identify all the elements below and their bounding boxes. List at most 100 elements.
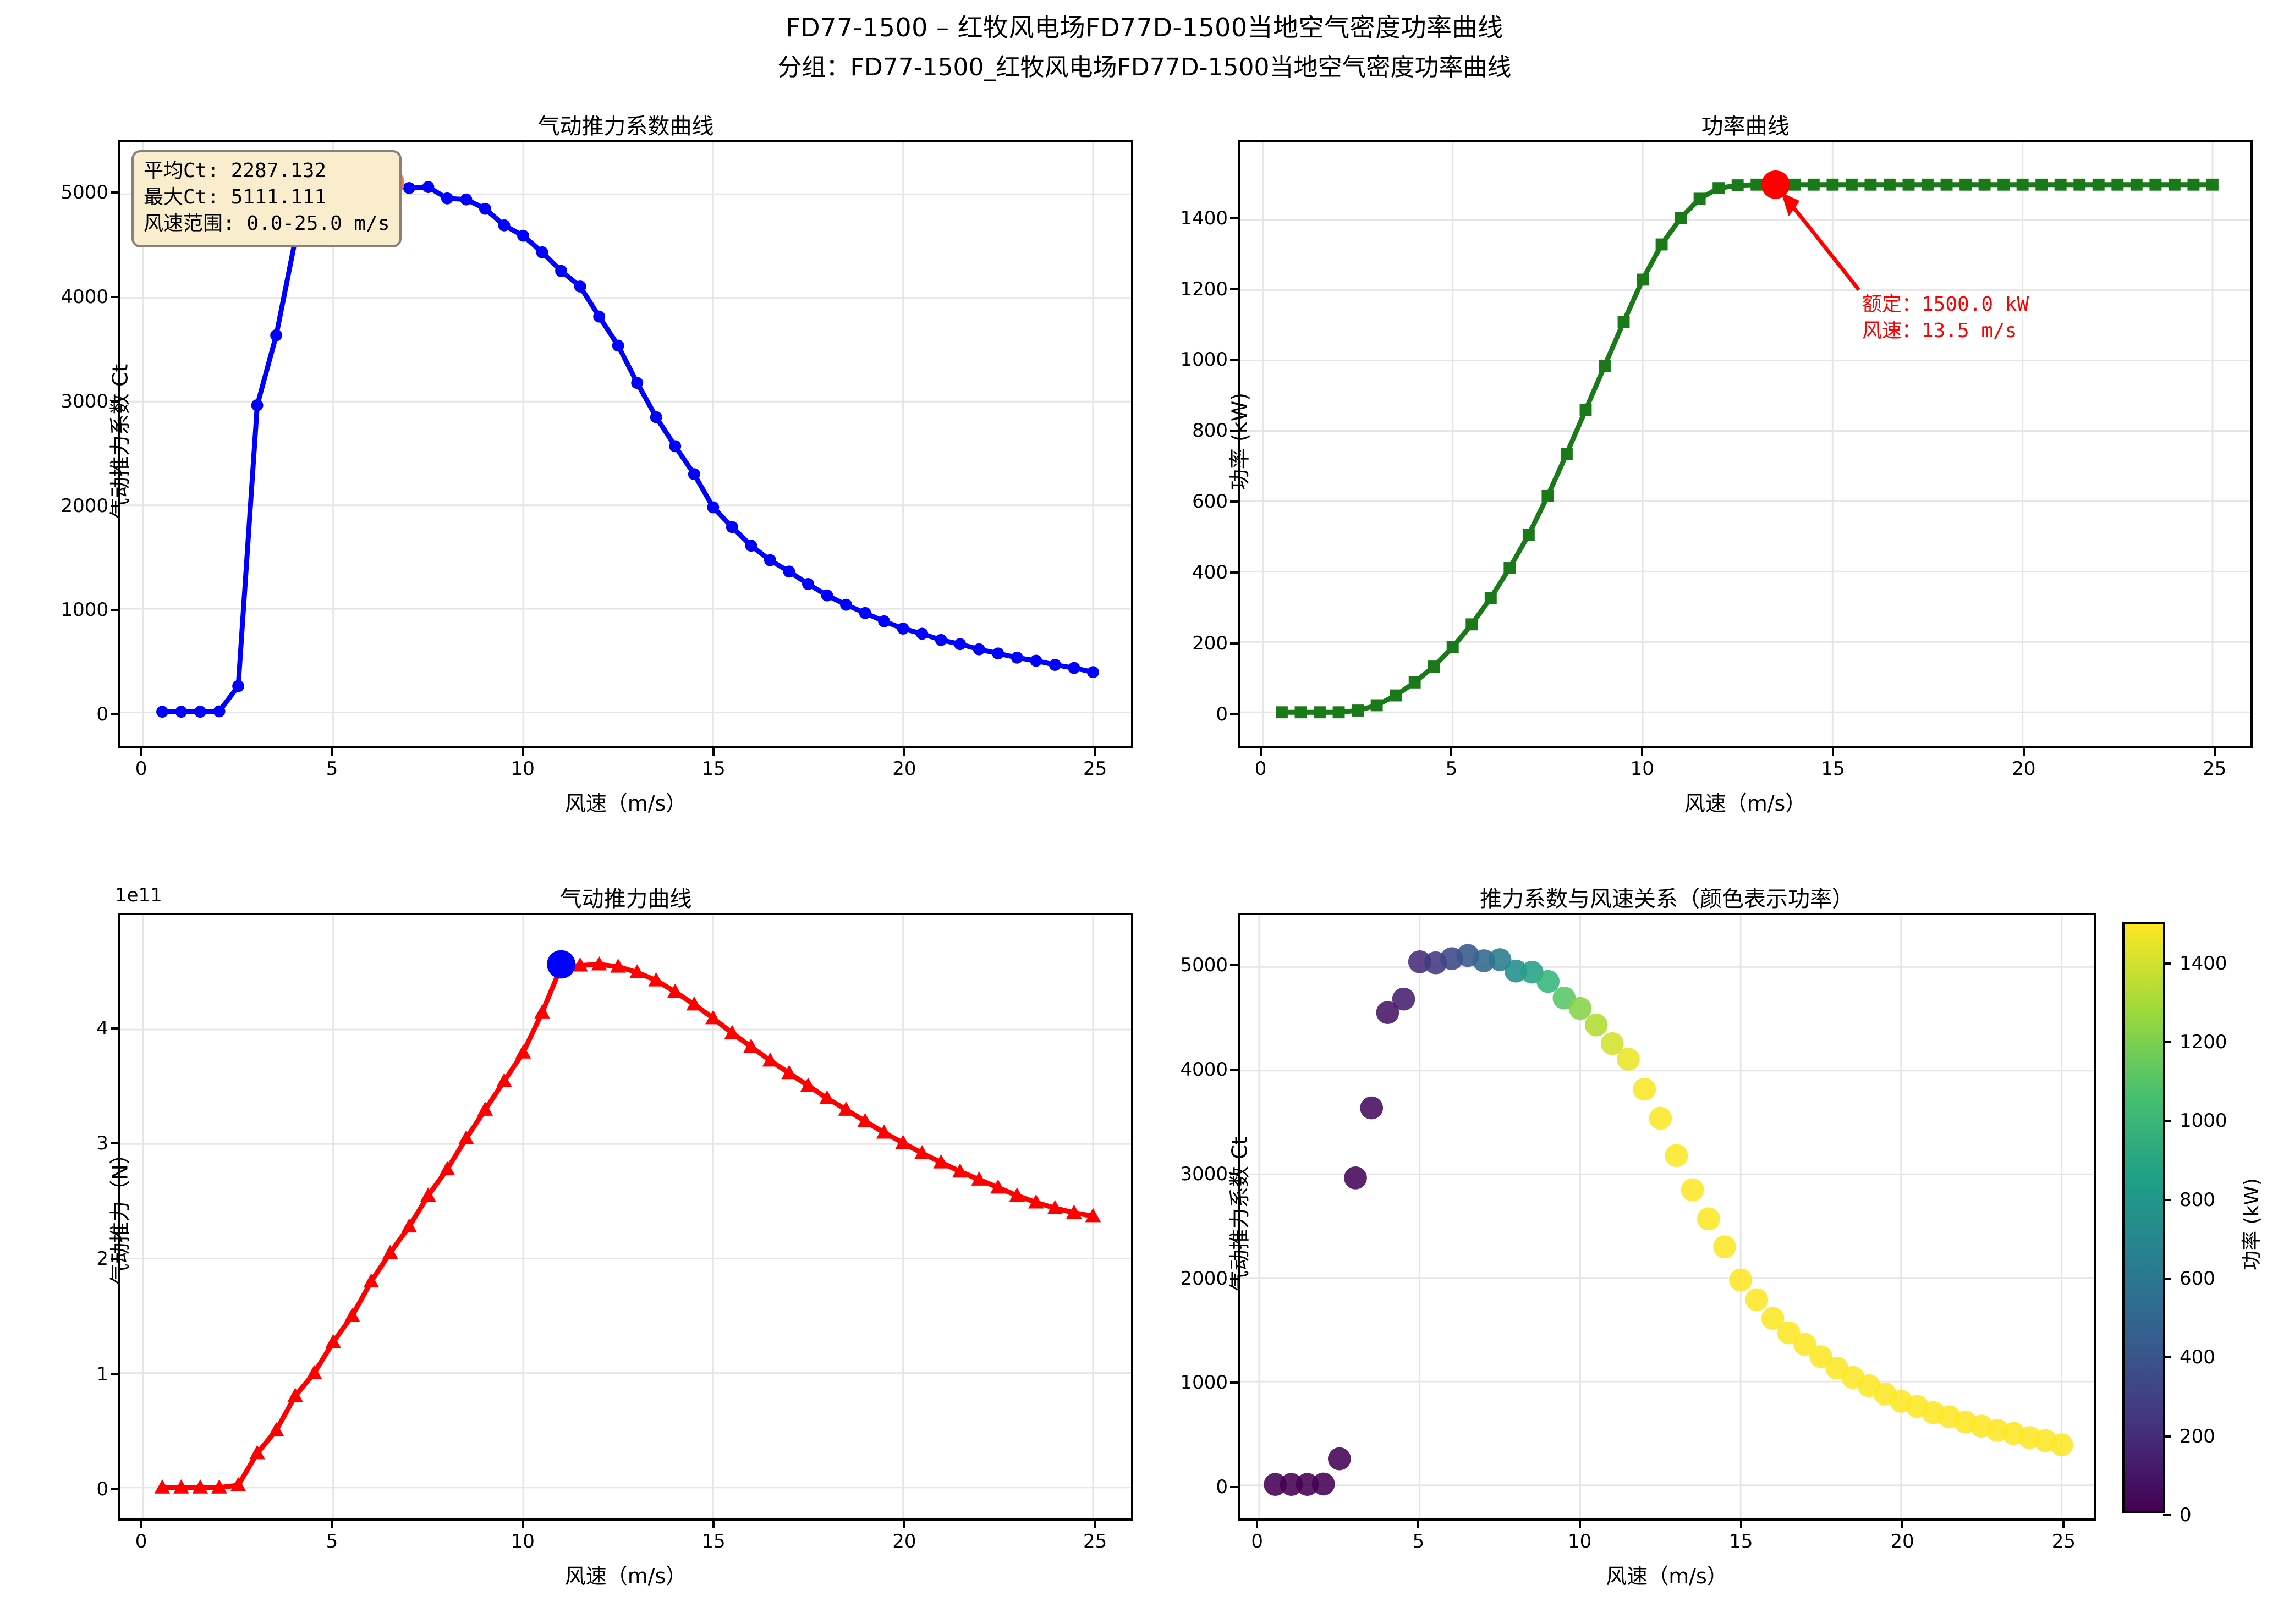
y-tick-label: 1200	[1180, 278, 1228, 300]
x-tickmark	[140, 748, 142, 756]
y-tickmark	[1230, 571, 1238, 574]
thrust-curve-xlabel: 风速（m/s）	[564, 1564, 687, 1588]
power-curve-ylabel: 功率 (kW)	[1227, 392, 1252, 491]
x-tickmark	[1901, 1521, 1904, 1528]
x-tick-label: 0	[135, 1531, 147, 1553]
colorbar-tick-label: 1000	[2180, 1110, 2227, 1132]
x-tick-label: 5	[1412, 1531, 1425, 1553]
y-tick-label: 0	[1216, 1476, 1228, 1499]
x-tickmark	[1256, 1521, 1259, 1528]
x-tickmark	[1578, 1521, 1581, 1528]
colorbar-tick-label: 0	[2180, 1504, 2192, 1526]
x-tick-label: 10	[1630, 758, 1654, 780]
y-tickmark	[1230, 359, 1238, 361]
panel-ct-curve: 气动推力系数曲线 0 5 10 15 20 25 0 1000 2000 3000 4000 5000…	[61, 114, 1133, 816]
colorbar-tick-label: 800	[2180, 1188, 2215, 1211]
ct-annotation-range: 风速范围: 0.0-25.0 m/s	[144, 212, 390, 235]
y-tickmark	[111, 609, 118, 612]
x-tick-label: 15	[701, 758, 726, 780]
y-tickmark	[111, 1488, 118, 1491]
x-tickmark	[1450, 748, 1453, 756]
colorbar-tickmark	[2163, 1278, 2171, 1280]
x-tick-label: 0	[1254, 758, 1267, 780]
thrust-curve-svg	[120, 915, 1131, 1518]
figure-subtitle: 分组：FD77-1500_红牧风电场FD77D-1500当地空气密度功率曲线	[777, 53, 1512, 81]
y-tick-label: 4000	[1180, 1058, 1228, 1081]
y-tick-label: 0	[96, 1478, 108, 1501]
y-tickmark	[1230, 1486, 1238, 1489]
x-tick-label: 15	[701, 1531, 726, 1553]
colorbar-tickmark	[2163, 1041, 2171, 1043]
x-tick-label: 0	[1251, 1531, 1264, 1553]
x-tick-label: 10	[511, 758, 535, 780]
ct-curve-xlabel: 风速（m/s）	[564, 791, 687, 816]
thrust-curve-plot-area[interactable]	[118, 913, 1133, 1521]
x-tickmark	[2062, 1521, 2065, 1528]
x-tickmark	[1739, 1521, 1742, 1528]
colorbar-tick-label: 1200	[2180, 1031, 2227, 1053]
x-tickmark	[1094, 1521, 1096, 1528]
y-tick-label: 5000	[1180, 954, 1228, 976]
x-tickmark	[331, 1521, 333, 1528]
y-tick-label: 1000	[61, 599, 108, 621]
x-tickmark	[1259, 748, 1262, 756]
ct-scatter-svg	[1240, 915, 2094, 1518]
x-tick-label: 25	[1083, 758, 1107, 780]
panel-ct-scatter-title: 推力系数与风速关系（颜色表示功率）	[1480, 887, 1854, 912]
y-tick-label: 0	[96, 703, 108, 726]
y-tickmark	[1230, 1068, 1238, 1071]
y-tickmark	[1230, 1172, 1238, 1175]
y-tickmark	[1230, 288, 1238, 290]
x-tick-label: 5	[326, 1531, 338, 1553]
y-tick-label: 200	[1192, 632, 1228, 654]
colorbar-tick-label: 400	[2180, 1346, 2215, 1369]
x-tickmark	[522, 748, 524, 756]
y-tickmark	[1230, 1381, 1238, 1384]
x-tickmark	[2213, 748, 2216, 756]
x-tick-label: 20	[892, 1531, 916, 1553]
rated-speed-text: 风速：13.5 m/s	[1862, 320, 2017, 343]
y-tickmark	[1230, 430, 1238, 432]
y-tickmark	[111, 1142, 118, 1145]
colorbar-tick-label: 600	[2180, 1268, 2215, 1290]
x-tick-label: 20	[1890, 1531, 1914, 1553]
y-tick-label: 1400	[1180, 207, 1228, 229]
y-tick-label: 4000	[61, 285, 108, 308]
power-curve-plot-area[interactable]	[1238, 140, 2253, 748]
ct-scatter-plot-area[interactable]	[1238, 913, 2096, 1521]
colorbar-tickmark	[2163, 1435, 2171, 1438]
x-tickmark	[522, 1521, 524, 1528]
y-tick-label: 2	[96, 1248, 108, 1270]
ct-curve-annotation-box: 平均Ct: 2287.132 最大Ct: 5111.111 风速范围: 0.0-…	[131, 150, 402, 247]
panel-thrust-curve-title: 气动推力曲线	[559, 887, 692, 912]
y-tickmark	[1230, 1277, 1238, 1280]
y-tickmark	[1230, 217, 1238, 219]
y-tickmark	[111, 504, 118, 507]
x-tickmark	[903, 1521, 905, 1528]
y-tick-label: 2000	[1180, 1267, 1228, 1290]
x-tickmark	[712, 748, 715, 756]
y-tick-label: 1000	[1180, 1372, 1228, 1394]
y-tickmark	[1230, 964, 1238, 966]
x-tickmark	[140, 1521, 142, 1528]
panel-ct-scatter: 推力系数与风速关系（颜色表示功率） 0 5 10 15 20 25 0 1000 2000 300…	[1180, 887, 2263, 1588]
y-tickmark	[111, 1258, 118, 1260]
x-tick-label: 10	[1568, 1531, 1592, 1553]
power-curve-svg	[1240, 142, 2250, 746]
thrust-curve-ylabel: 气动推力（N）	[108, 1143, 133, 1285]
x-tick-label: 25	[2051, 1531, 2076, 1553]
colorbar-tickmark	[2163, 962, 2171, 965]
y-tickmark	[111, 1027, 118, 1030]
power-colorbar[interactable]: 0 200 400 600 800 1000 1200 1400	[2122, 922, 2227, 1526]
y-tickmark	[111, 400, 118, 403]
y-tickmark	[1230, 642, 1238, 645]
thrust-y-exponent: 1e11	[115, 884, 162, 906]
figure-title: FD77-1500 – 红牧风电场FD77D-1500当地空气密度功率曲线	[786, 13, 1503, 42]
x-tickmark	[1641, 748, 1644, 756]
x-tick-label: 20	[2012, 758, 2036, 780]
x-tick-label: 5	[326, 758, 338, 780]
x-tickmark	[1094, 748, 1096, 756]
y-tickmark	[1230, 713, 1238, 715]
y-tick-label: 3000	[61, 390, 108, 412]
